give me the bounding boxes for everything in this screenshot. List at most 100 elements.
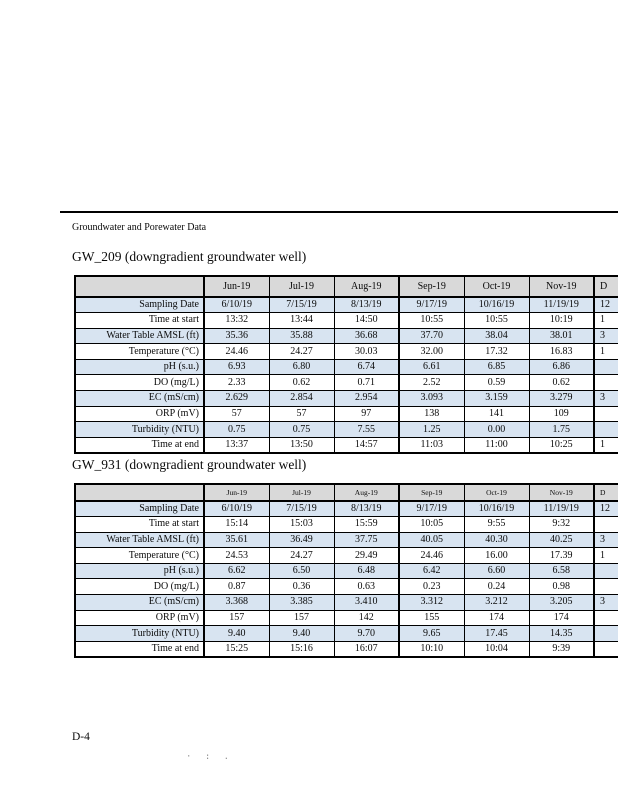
data-cell: 16:07: [333, 640, 400, 658]
row-label-cell: ORP (mV): [74, 405, 205, 423]
table-corner-cell: [74, 483, 205, 502]
cutoff-data-cell: [593, 625, 618, 642]
table-row: Sampling Date 6/10/19 7/15/19 8/13/19 9/17/1…: [74, 500, 618, 518]
data-cell: 7.55: [333, 421, 400, 438]
table-row: Water Table AMSL (ft) 35.36 35.88 36.68 37.7…: [74, 327, 618, 345]
data-cell: 109: [528, 405, 595, 423]
row-label-cell: Time at start: [74, 516, 205, 533]
row-label-cell: ORP (mV): [74, 609, 205, 627]
data-cell: 40.05: [398, 531, 465, 549]
data-cell: 6.60: [463, 562, 530, 580]
cutoff-data-cell: 3: [593, 531, 618, 549]
data-cell: 10/16/19: [463, 296, 530, 314]
data-cell: 35.36: [203, 327, 270, 345]
row-label-cell: DO (mg/L): [74, 578, 205, 596]
data-cell: 10:25: [528, 436, 595, 454]
data-cell: 16.00: [463, 547, 530, 564]
data-cell: 15:16: [268, 640, 335, 658]
column-header-cell: Jul-19: [268, 275, 335, 298]
data-cell: 141: [463, 405, 530, 423]
table-row: Time at end 13:37 13:50 14:57 11:03 11:00 10:2…: [74, 436, 618, 454]
table-row: Temperature (°C) 24.53 24.27 29.49 24.46 16.0…: [74, 547, 618, 564]
data-cell: 6/10/19: [203, 500, 270, 518]
data-cell: 14.35: [528, 625, 595, 642]
data-cell: 174: [528, 609, 595, 627]
data-cell: 3.159: [463, 390, 530, 407]
data-cell: 13:32: [203, 312, 270, 329]
data-cell: 29.49: [333, 547, 400, 564]
column-header-cell: Jul-19: [268, 483, 335, 502]
data-cell: 35.88: [268, 327, 335, 345]
cutoff-data-cell: 3: [593, 327, 618, 345]
data-cell: 6.62: [203, 562, 270, 580]
data-cell: 157: [268, 609, 335, 627]
table-row: Sampling Date 6/10/19 7/15/19 8/13/19 9/17/1…: [74, 296, 618, 314]
data-cell: 2.854: [268, 390, 335, 407]
data-cell: 2.52: [398, 374, 465, 392]
cutoff-column-header-cell: D: [593, 275, 618, 298]
data-cell: 9:39: [528, 640, 595, 658]
table-row: Time at end 15:25 15:16 16:07 10:10 10:04 9:39: [74, 640, 618, 658]
data-cell: 0.36: [268, 578, 335, 596]
data-cell: 6.48: [333, 562, 400, 580]
column-header-cell: Sep-19: [398, 483, 465, 502]
data-cell: 32.00: [398, 343, 465, 360]
row-label-cell: pH (s.u.): [74, 562, 205, 580]
data-cell: 24.27: [268, 343, 335, 360]
data-cell: 6.58: [528, 562, 595, 580]
data-cell: 0.87: [203, 578, 270, 596]
data-cell: 9.40: [268, 625, 335, 642]
data-cell: 17.45: [463, 625, 530, 642]
data-cell: 37.70: [398, 327, 465, 345]
data-cell: 57: [268, 405, 335, 423]
table-row: EC (mS/cm) 2.629 2.854 2.954 3.093 3.159 3.279…: [74, 390, 618, 407]
data-cell: 0.98: [528, 578, 595, 596]
row-label-cell: DO (mg/L): [74, 374, 205, 392]
data-cell: 38.04: [463, 327, 530, 345]
data-cell: 1.25: [398, 421, 465, 438]
cutoff-data-cell: 12: [593, 500, 618, 518]
data-cell: 15:59: [333, 516, 400, 533]
row-label-cell: Time at end: [74, 436, 205, 454]
data-cell: 9/17/19: [398, 500, 465, 518]
row-label-cell: EC (mS/cm): [74, 390, 205, 407]
data-cell: 6.93: [203, 358, 270, 376]
data-cell: 17.39: [528, 547, 595, 564]
data-cell: 10/16/19: [463, 500, 530, 518]
cutoff-data-cell: [593, 640, 618, 658]
data-cell: 6.61: [398, 358, 465, 376]
data-cell: 9:32: [528, 516, 595, 533]
data-cell: 0.62: [268, 374, 335, 392]
data-cell: 0.63: [333, 578, 400, 596]
data-cell: 14:57: [333, 436, 400, 454]
data-cell: 24.46: [398, 547, 465, 564]
table-row: EC (mS/cm) 3.368 3.385 3.410 3.312 3.212 3.205…: [74, 594, 618, 611]
data-cell: 3.205: [528, 594, 595, 611]
data-cell: 138: [398, 405, 465, 423]
table-row: Temperature (°C) 24.46 24.27 30.03 32.00 17.3…: [74, 343, 618, 360]
data-cell: 6.85: [463, 358, 530, 376]
data-cell: 6.50: [268, 562, 335, 580]
row-label-cell: Time at start: [74, 312, 205, 329]
column-header-cell: Aug-19: [333, 275, 400, 298]
column-header-cell: Jun-19: [203, 275, 270, 298]
cutoff-data-cell: [593, 421, 618, 438]
cutoff-data-cell: 12: [593, 296, 618, 314]
data-cell: 7/15/19: [268, 500, 335, 518]
data-cell: 3.312: [398, 594, 465, 611]
cutoff-data-cell: 1: [593, 343, 618, 360]
data-cell: 0.24: [463, 578, 530, 596]
data-cell: 15:14: [203, 516, 270, 533]
data-cell: 2.33: [203, 374, 270, 392]
cutoff-data-cell: 1: [593, 312, 618, 329]
cutoff-data-cell: 1: [593, 547, 618, 564]
table-row: DO (mg/L) 0.87 0.36 0.63 0.23 0.24 0.98: [74, 578, 618, 596]
data-cell: 10:04: [463, 640, 530, 658]
data-cell: 174: [463, 609, 530, 627]
data-cell: 97: [333, 405, 400, 423]
column-header-cell: Oct-19: [463, 483, 530, 502]
data-cell: 10:55: [463, 312, 530, 329]
data-cell: 6.80: [268, 358, 335, 376]
data-cell: 0.59: [463, 374, 530, 392]
data-cell: 14:50: [333, 312, 400, 329]
